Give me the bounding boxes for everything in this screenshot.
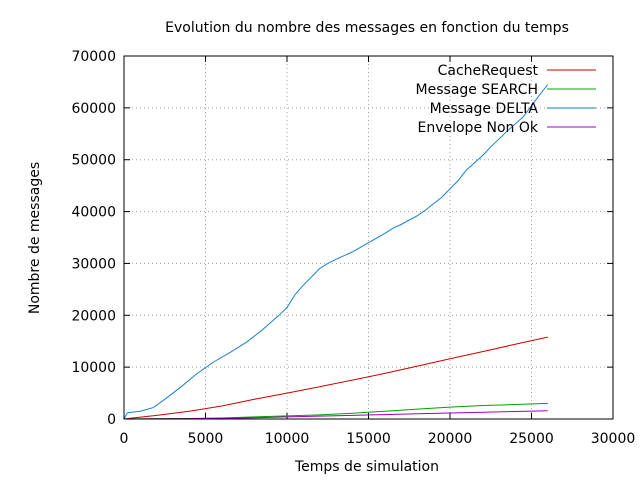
y-tick-label: 70000 (71, 49, 116, 65)
y-axis-label: Nombre de messages (27, 162, 43, 314)
x-tick-label: 5000 (188, 431, 224, 447)
series-line-cacherequest (123, 336, 548, 420)
x-tick-label: 20000 (428, 431, 473, 447)
legend-label-cacherequest: CacheRequest (438, 63, 539, 79)
x-axis-label: Temps de simulation (294, 459, 439, 475)
y-tick-label: 60000 (71, 101, 116, 117)
x-tick-label: 0 (120, 431, 129, 447)
plot-frame (123, 55, 614, 420)
series-line-envelope-non-ok (123, 410, 548, 420)
y-tick-label: 0 (107, 412, 116, 428)
x-tick-label: 15000 (346, 431, 391, 447)
x-tick-labels: 0 5000 10000 15000 20000 25000 30000 (120, 431, 636, 447)
legend-label-message-search: Message SEARCH (416, 82, 538, 98)
legend-label-message-delta: Message DELTA (430, 101, 539, 117)
grid-layer (124, 56, 613, 419)
chart-title: Evolution du nombre des messages en fonc… (165, 20, 569, 36)
y-tick-label: 40000 (71, 205, 116, 221)
x-tick-label: 10000 (265, 431, 310, 447)
x-tick-label: 25000 (509, 431, 554, 447)
legend: CacheRequest Message SEARCH Message DELTA E… (416, 63, 596, 136)
y-tick-label: 50000 (71, 153, 116, 169)
legend-label-envelope-non-ok: Envelope Non Ok (417, 120, 538, 136)
y-tick-label: 30000 (71, 256, 116, 272)
y-tick-label: 20000 (71, 308, 116, 324)
x-tick-label: 30000 (591, 431, 636, 447)
y-tick-labels: 0 10000 20000 30000 40000 50000 60000 70000 (71, 49, 116, 428)
series-line-message-delta (123, 84, 549, 420)
y-tick-label: 10000 (71, 360, 116, 376)
